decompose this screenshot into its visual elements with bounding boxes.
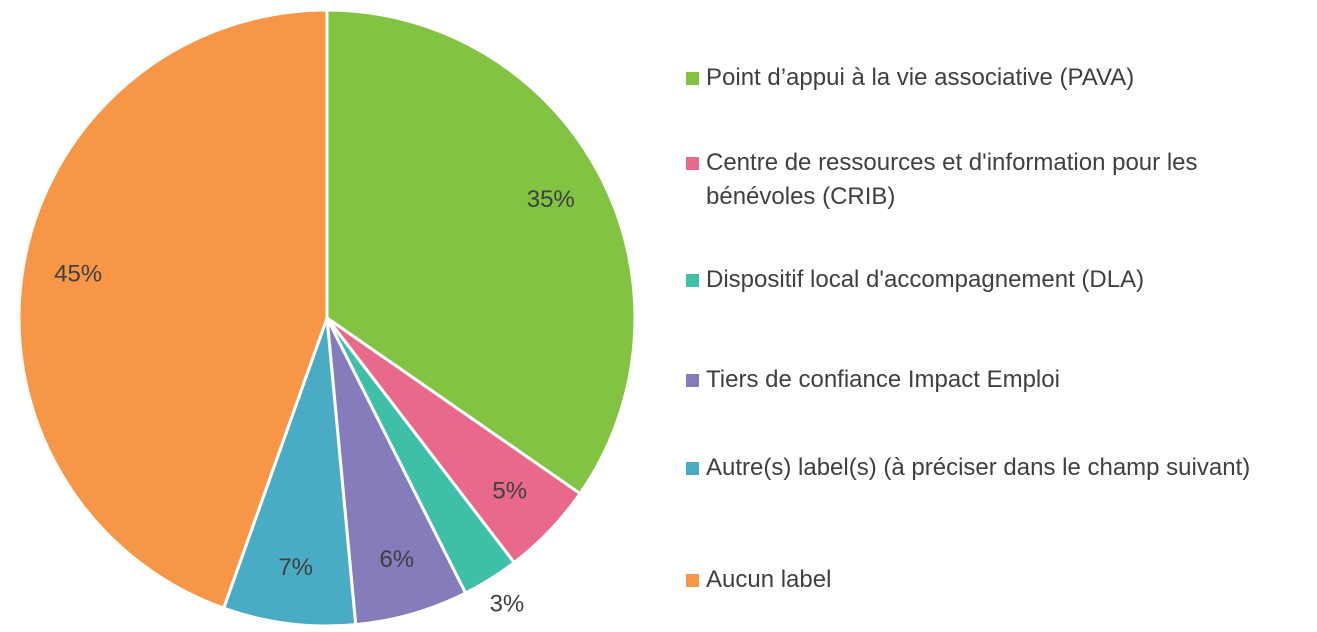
legend-label: Autre(s) label(s) (à préciser dans le ch… — [706, 454, 1251, 481]
legend-label: Tiers de confiance Impact Emploi — [706, 366, 1060, 393]
pie-slice — [325, 8, 637, 496]
legend-swatch — [686, 574, 699, 587]
legend-label: Dispositif local d'accompagnement (DLA) — [706, 266, 1145, 293]
data-label: 3% — [490, 590, 525, 617]
data-label: 6% — [379, 546, 414, 573]
pie-slice — [17, 8, 329, 611]
data-label: 35% — [527, 186, 575, 213]
legend-item: Autre(s) label(s) (à préciser dans le ch… — [686, 451, 1306, 485]
legend-item: Point d’appui à la vie associative (PAVA… — [686, 61, 1306, 95]
legend-item: Centre de ressources et d'information po… — [686, 146, 1306, 214]
legend-item: Aucun label — [686, 563, 1306, 597]
legend-item: Dispositif local d'accompagnement (DLA) — [686, 263, 1306, 297]
legend-swatch — [686, 72, 699, 85]
legend-swatch — [686, 157, 699, 170]
chart: 35% 5% 3% 6% 7% 45% — [17, 8, 637, 628]
legend-swatch — [686, 462, 699, 475]
data-label: 5% — [492, 478, 527, 505]
pie-slice — [221, 317, 358, 628]
data-label: 7% — [278, 554, 313, 581]
legend-swatch — [686, 374, 699, 387]
data-label: 45% — [54, 260, 102, 287]
legend-item: Tiers de confiance Impact Emploi — [686, 363, 1306, 397]
legend-label: Aucun label — [706, 566, 832, 593]
legend-label: Centre de ressources et d'information po… — [706, 149, 1198, 210]
legend-label: Point d’appui à la vie associative (PAVA… — [706, 64, 1135, 91]
legend-swatch — [686, 274, 699, 287]
